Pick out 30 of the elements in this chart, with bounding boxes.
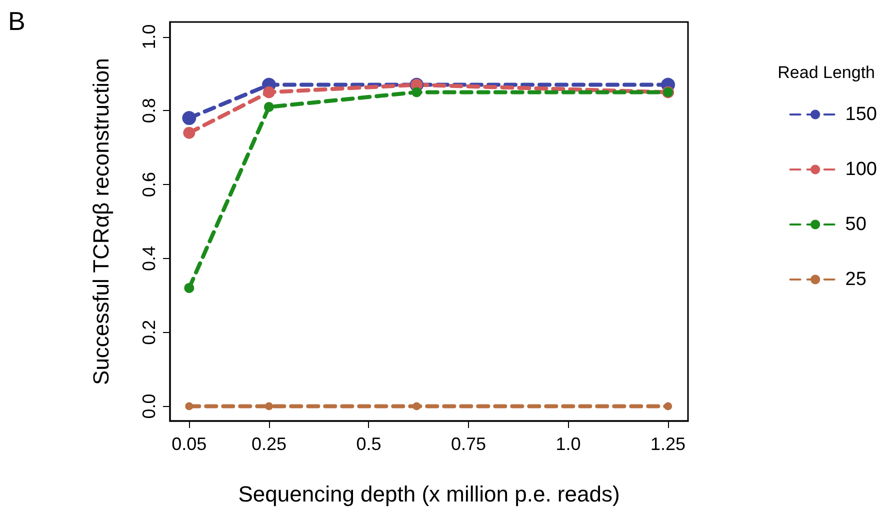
x-tick-label: 0.5: [356, 434, 382, 454]
point: [262, 86, 275, 98]
y-tick-label: 0.0: [139, 394, 159, 419]
point: [664, 402, 672, 410]
legend-label: 25: [845, 269, 866, 290]
point: [412, 87, 422, 98]
legend-label: 150: [845, 104, 877, 125]
x-tick-label: 1.0: [556, 434, 581, 454]
x-tick-label: 0.25: [251, 434, 286, 454]
point: [264, 102, 274, 112]
y-tick-label: 0.8: [139, 98, 159, 124]
y-axis-title: Successful TCRαβ reconstruction: [88, 58, 114, 385]
y-tick-label: 1.0: [139, 24, 159, 50]
y-tick-label: 0.6: [139, 172, 159, 198]
x-tick-label: 1.25: [650, 434, 686, 454]
x-tick-label: 0.05: [172, 434, 207, 454]
legend-title: Read Length: [778, 63, 876, 82]
y-tick-label: 0.2: [139, 320, 159, 345]
x-axis-title: Sequencing depth (x million p.e. reads): [238, 482, 620, 506]
point: [264, 402, 273, 410]
point: [182, 111, 196, 126]
legend-label: 50: [845, 214, 866, 235]
point: [183, 126, 196, 139]
y-tick-label: 0.4: [139, 246, 159, 271]
x-tick-label: 0.75: [450, 434, 486, 454]
legend-label: 100: [845, 159, 877, 180]
point: [185, 402, 194, 410]
point: [412, 402, 421, 410]
text: B: [8, 6, 26, 36]
point: [184, 283, 194, 293]
